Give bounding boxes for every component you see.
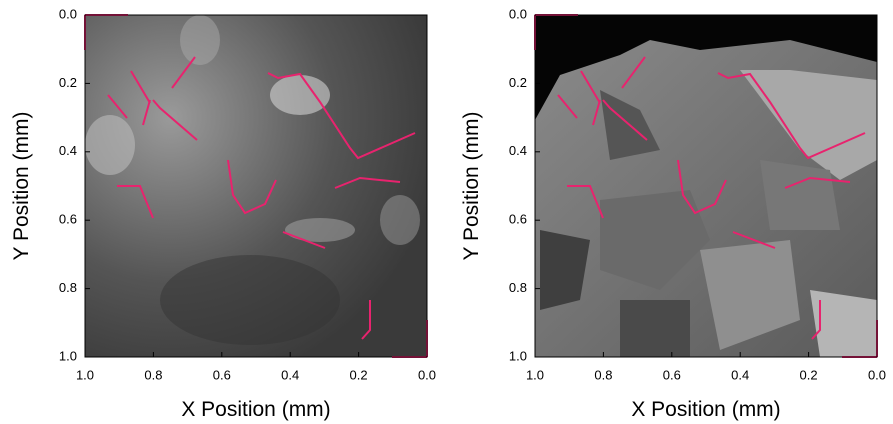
y-tick-label: 0.0 (509, 6, 527, 21)
x-tick-label: 0.0 (418, 367, 436, 382)
y-tick-label: 0.2 (59, 75, 77, 90)
x-axis-label: X Position (mm) (181, 398, 330, 421)
x-tick-label: 0.0 (868, 367, 886, 382)
x-axis-label: X Position (mm) (631, 398, 780, 421)
x-tick-label: 0.4 (281, 367, 299, 382)
y-tick-label: 0.6 (59, 212, 77, 227)
x-tick-label: 0.8 (594, 367, 612, 382)
y-tick-label: 0.4 (509, 143, 527, 158)
y-tick-label: 0.8 (59, 280, 77, 295)
y-tick-label: 0.8 (509, 280, 527, 295)
page: {"chart_data": [ {"type": "image", "xlab… (0, 0, 893, 424)
y-tick-label: 0.6 (509, 212, 527, 227)
y-axis-label: Y Position (mm) (460, 112, 483, 261)
figure: 1.0 0.8 0.6 0.4 0.2 0.0 0.0 0.2 0.4 0.6 0.8 1.0 X Po… (0, 0, 893, 424)
x-tick-label: 0.6 (213, 367, 231, 382)
x-tick-label: 0.6 (663, 367, 681, 382)
x-tick-label: 0.8 (144, 367, 162, 382)
y-tick-label: 0.2 (509, 75, 527, 90)
y-tick-label: 1.0 (59, 348, 77, 363)
x-tick-label: 0.2 (800, 367, 818, 382)
y-axis-label: Y Position (mm) (10, 112, 33, 261)
y-tick-label: 0.4 (59, 143, 77, 158)
x-tick-label: 1.0 (526, 367, 544, 382)
x-tick-label: 0.4 (731, 367, 749, 382)
y-tick-label: 0.0 (59, 6, 77, 21)
x-tick-label: 1.0 (76, 367, 94, 382)
y-tick-label: 1.0 (509, 348, 527, 363)
x-tick-label: 0.2 (350, 367, 368, 382)
